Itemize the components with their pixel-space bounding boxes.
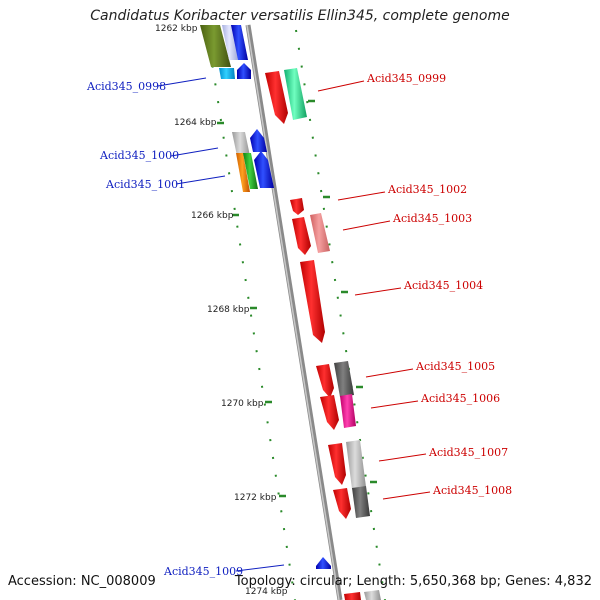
map-title: Candidatus Koribacter versatilis Ellin34… (90, 8, 510, 24)
right-leader-lines (317, 80, 431, 500)
inner-tick-track (206, 29, 296, 600)
gene-block-1005-1006 (316, 361, 356, 430)
gene-label-acid345-1006[interactable]: Acid345_1006 (420, 392, 500, 405)
outer-tick-track (295, 29, 386, 600)
genome-summary-text: Topology: circular; Length: 5,650,368 bp… (234, 574, 592, 589)
gene-blue-small-arrow (237, 63, 251, 79)
gene-grey-1000 (232, 132, 250, 156)
gene-light-blue (222, 25, 238, 60)
gene-label-acid345-1000[interactable]: Acid345_1000 (99, 149, 179, 162)
gene-red-1004 (300, 260, 325, 343)
gene-block-1007-1008 (328, 440, 370, 519)
gene-orange-1001 (236, 153, 250, 192)
gene-red-0999 (265, 71, 288, 124)
left-leader-lines (157, 77, 285, 572)
genome-backbone (245, 24, 343, 600)
gene-blue-arrow-1000 (250, 129, 267, 152)
gene-mint-0999 (284, 68, 307, 120)
kbp-label-1266: 1266 kbp (191, 211, 234, 221)
accession-text: Accession: NC_008009 (8, 574, 156, 589)
gene-red-1006 (320, 395, 339, 430)
kbp-label-1274: 1274 kbp (245, 587, 288, 597)
major-ticks (217, 99, 377, 498)
gene-label-acid345-1009[interactable]: Acid345_1009 (163, 565, 243, 578)
gene-red-1008 (333, 488, 351, 519)
gene-red-bottom (344, 592, 361, 600)
kbp-label-1264: 1264 kbp (174, 118, 217, 128)
gene-label-acid345-1005[interactable]: Acid345_1005 (415, 360, 495, 373)
kbp-label-1262: 1262 kbp (155, 24, 198, 34)
gene-red-1002 (290, 198, 304, 215)
genome-backbone-highlight (246, 24, 340, 600)
kbp-label-1272: 1272 kbp (234, 493, 277, 503)
gene-block-bottom (344, 590, 381, 600)
gene-label-acid345-1001[interactable]: Acid345_1001 (105, 178, 185, 191)
gene-label-acid345-0999[interactable]: Acid345_0999 (366, 72, 446, 85)
gene-green-1001 (243, 153, 258, 189)
gene-block-1002-1004 (290, 198, 330, 343)
gene-label-acid345-1007[interactable]: Acid345_1007 (428, 446, 508, 459)
gene-block-1009 (316, 557, 331, 569)
gene-dgrey-1008 (352, 486, 370, 518)
gene-grey-1007 (346, 440, 366, 489)
gene-blue-arrow-1009 (316, 557, 331, 569)
gene-label-acid345-1004[interactable]: Acid345_1004 (403, 279, 483, 292)
kbp-label-1268: 1268 kbp (207, 305, 250, 315)
gene-red-1005 (316, 364, 334, 398)
gene-dgrey-1005 (334, 361, 354, 397)
gene-red-1007 (328, 443, 346, 485)
gene-blue-arrow-1001 (254, 151, 274, 188)
gene-label-acid345-0998[interactable]: Acid345_0998 (86, 80, 166, 93)
gene-magenta-1006 (340, 394, 356, 428)
gene-label-acid345-1003[interactable]: Acid345_1003 (392, 212, 472, 225)
gene-block-top-left (200, 25, 251, 79)
gene-red-1003a (292, 217, 311, 255)
gene-block-0999 (265, 68, 307, 124)
kbp-label-1270: 1270 kbp (221, 399, 264, 409)
gene-grey-bottom (364, 590, 381, 600)
gene-olive (200, 25, 231, 67)
gene-pink-1003 (310, 213, 330, 253)
gene-label-acid345-1002[interactable]: Acid345_1002 (387, 183, 467, 196)
gene-label-acid345-1008[interactable]: Acid345_1008 (432, 484, 512, 497)
gene-block-1000 (232, 129, 274, 192)
gene-acid345-0998-box (219, 68, 235, 79)
gene-blue-top (231, 25, 248, 60)
